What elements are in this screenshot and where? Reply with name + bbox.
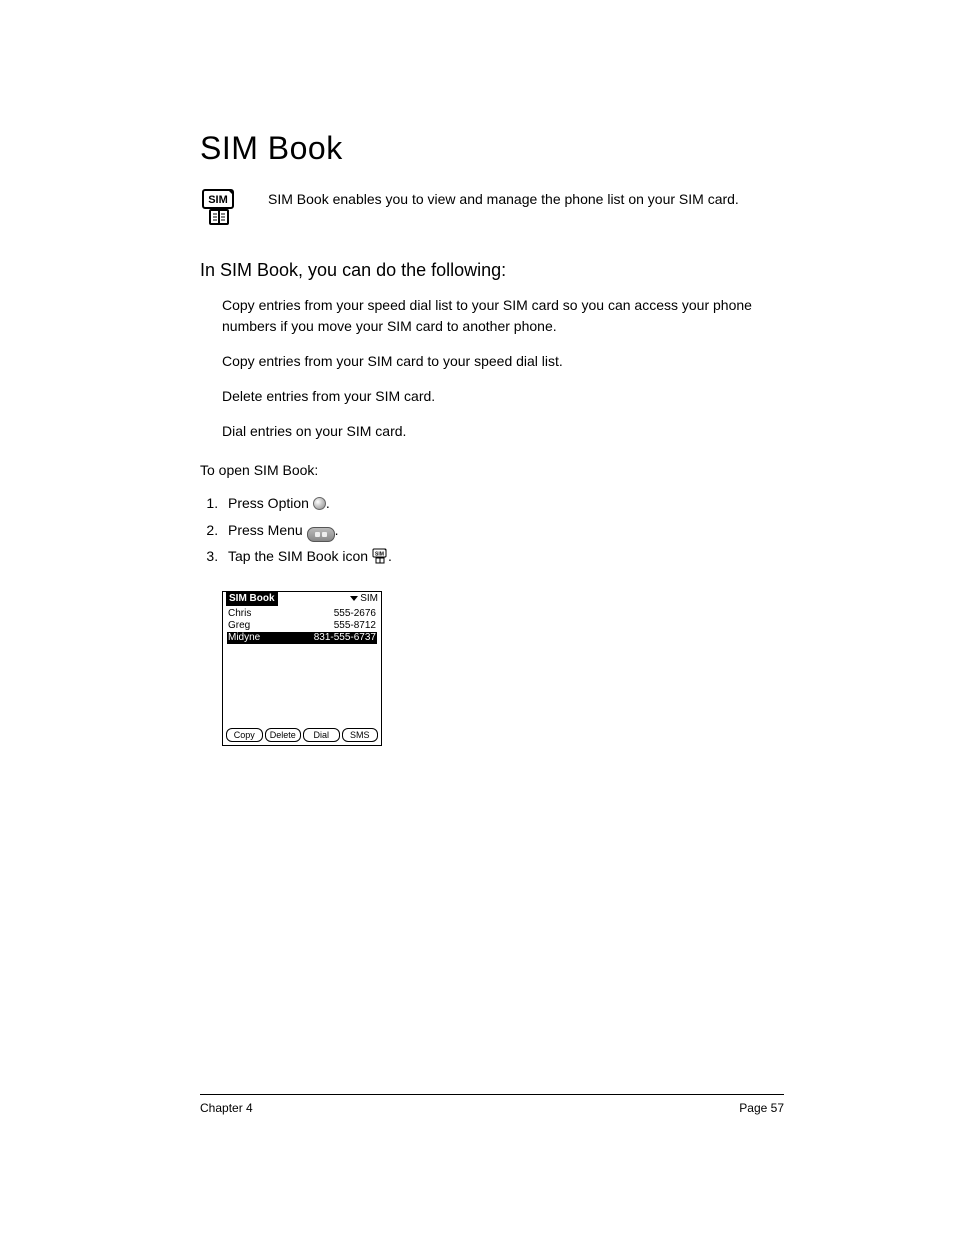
capability-item: Delete entries from your SIM card. (222, 386, 784, 407)
capability-item: Copy entries from your speed dial list t… (222, 295, 784, 337)
screenshot-category-picker: SIM (350, 593, 378, 604)
footer-page-number: Page 57 (739, 1101, 784, 1115)
capability-item: Copy entries from your SIM card to your … (222, 351, 784, 372)
step-item: Press Option . (222, 490, 784, 517)
entry-number: 831-555-6737 (314, 632, 376, 644)
screenshot-dial-button: Dial (303, 728, 340, 742)
intro-text: SIM Book enables you to view and manage … (268, 187, 739, 210)
entry-name: Greg (228, 620, 250, 632)
screenshot-category-label: SIM (360, 593, 378, 604)
intro-row: SIM SIM Book enables you to view and man… (200, 187, 784, 232)
entry-number: 555-2676 (334, 608, 376, 620)
option-button-icon (313, 497, 326, 510)
dropdown-arrow-icon (350, 596, 358, 601)
page-footer: Chapter 4 Page 57 (200, 1094, 784, 1115)
sim-book-screenshot: SIM Book SIM Chris 555-2676 Greg 555-871… (222, 591, 382, 746)
step-text-post: . (326, 495, 330, 511)
screenshot-entry-row-selected: Midyne 831-555-6737 (227, 632, 377, 644)
entry-name: Chris (228, 608, 251, 620)
svg-text:SIM: SIM (208, 194, 228, 206)
step-text: Tap the SIM Book icon (228, 548, 372, 564)
screenshot-delete-button: Delete (265, 728, 302, 742)
screenshot-entry-list: Chris 555-2676 Greg 555-8712 Midyne 831-… (223, 606, 381, 726)
steps-list: Press Option . Press Menu . Tap the SIM … (200, 490, 784, 573)
entry-number: 555-8712 (334, 620, 376, 632)
steps-heading: To open SIM Book: (200, 462, 784, 478)
capabilities-list: Copy entries from your speed dial list t… (222, 295, 784, 442)
footer-chapter: Chapter 4 (200, 1101, 253, 1115)
step-text: Press Menu (228, 522, 307, 538)
screenshot-entry-row: Greg 555-8712 (227, 620, 377, 632)
step-item: Tap the SIM Book icon SIM . (222, 543, 784, 573)
screenshot-entry-row: Chris 555-2676 (227, 608, 377, 620)
step-text: Press Option (228, 495, 313, 511)
document-page: SIM Book SIM SIM Book enables you to vie… (0, 0, 954, 1235)
svg-text:SIM: SIM (375, 552, 384, 558)
screenshot-title: SIM Book (226, 592, 278, 606)
step-text-post: . (388, 548, 392, 564)
page-title: SIM Book (200, 130, 784, 167)
sim-book-icon: SIM (200, 187, 240, 232)
screenshot-titlebar: SIM Book SIM (223, 592, 381, 606)
entry-name: Midyne (228, 632, 260, 644)
screenshot-sms-button: SMS (342, 728, 379, 742)
step-text-post: . (335, 522, 339, 538)
screenshot-button-row: Copy Delete Dial SMS (223, 726, 381, 745)
sim-book-small-icon: SIM (372, 546, 388, 573)
capability-item: Dial entries on your SIM card. (222, 421, 784, 442)
menu-button-icon (307, 527, 335, 542)
screenshot-copy-button: Copy (226, 728, 263, 742)
section-heading: In SIM Book, you can do the following: (200, 260, 784, 281)
step-item: Press Menu . (222, 517, 784, 544)
